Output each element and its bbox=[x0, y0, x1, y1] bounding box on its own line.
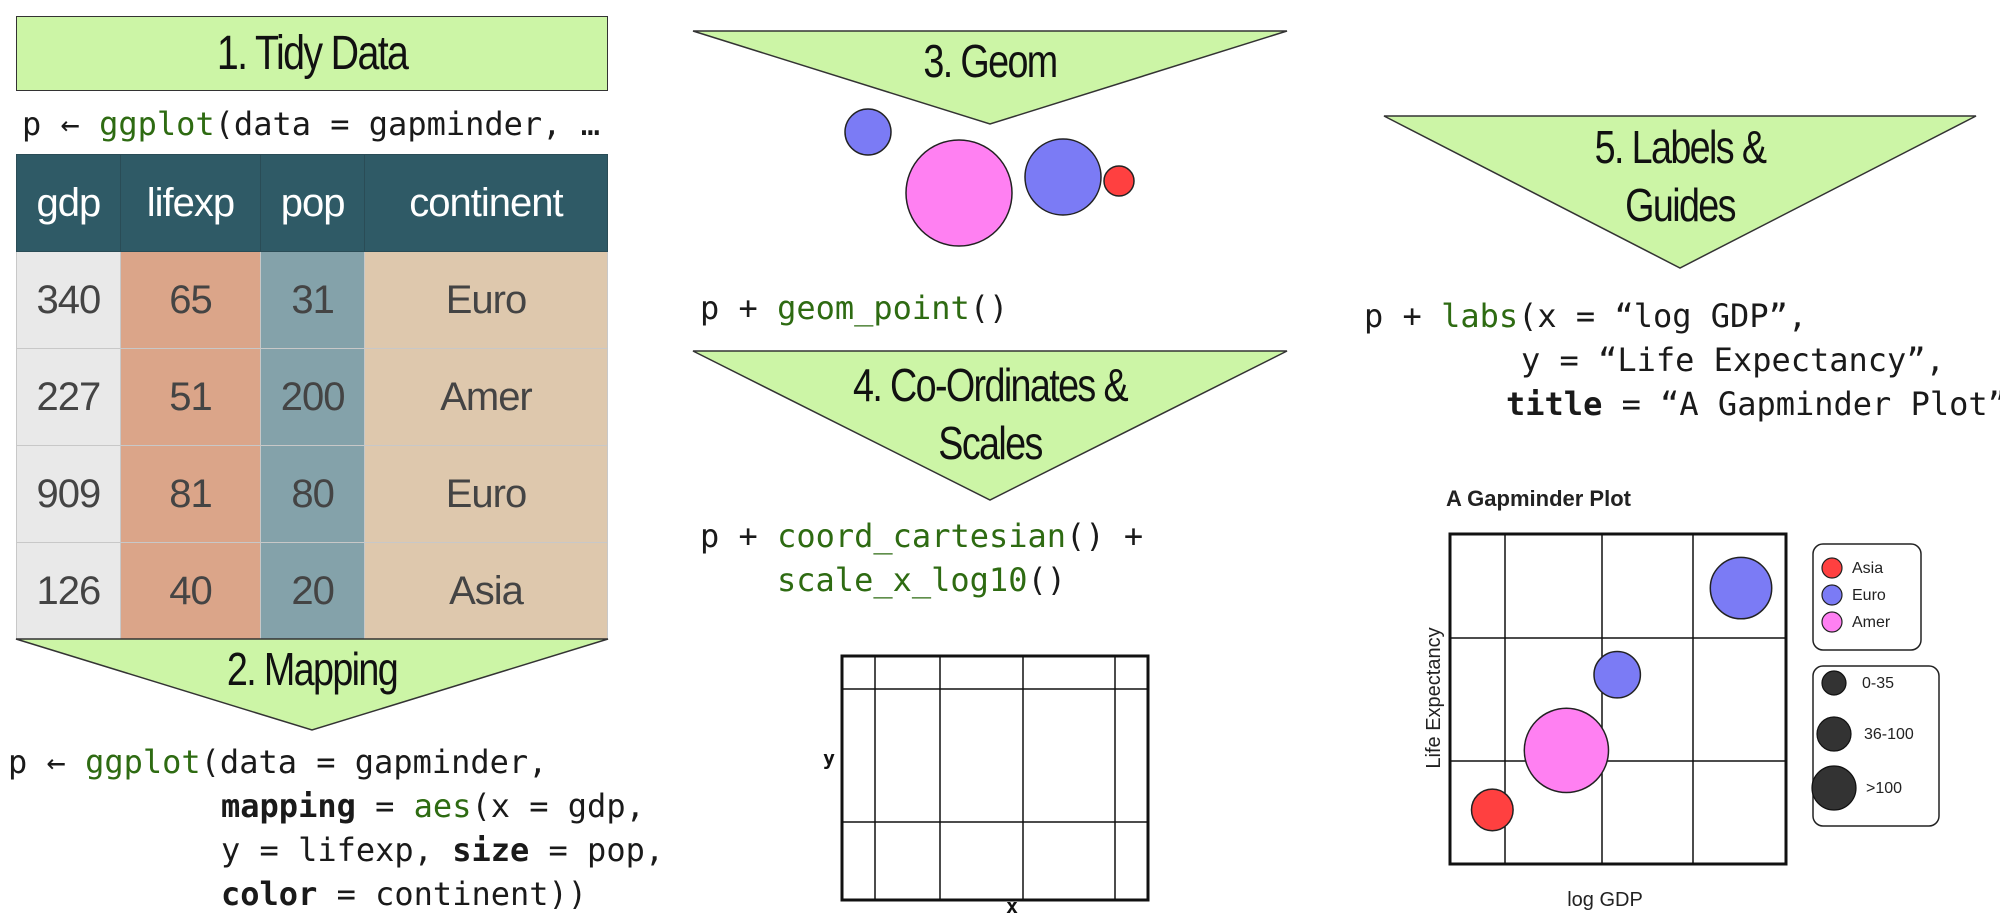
step-3-title: 3. Geom bbox=[923, 35, 1058, 87]
legend-swatch-asia bbox=[1821, 557, 1843, 579]
size-legend-swatch bbox=[1821, 670, 1847, 696]
mapping-code: p ← ggplot(data = gapminder, mapping = a… bbox=[8, 743, 665, 913]
coord-y-axis-label: y bbox=[823, 746, 836, 770]
column-header-lifexp: lifexp bbox=[119, 154, 262, 252]
size-legend-label: 0-35 bbox=[1862, 675, 1894, 692]
plot-point-euro bbox=[1593, 650, 1642, 699]
table-row: 909 81 80 Euro bbox=[16, 445, 609, 543]
table-cell: Asia bbox=[363, 542, 609, 640]
geom-overlap-point bbox=[1103, 165, 1135, 197]
step-4-triangle bbox=[692, 350, 1288, 501]
step-3-triangle bbox=[692, 30, 1288, 125]
column-header-gdp: gdp bbox=[16, 154, 121, 252]
size-legend-label: >100 bbox=[1866, 780, 1902, 797]
tidy-code: p ← ggplot(data = gapminder, … bbox=[22, 105, 600, 143]
plot-point-asia bbox=[1470, 788, 1514, 832]
table-cell: 80 bbox=[260, 445, 365, 543]
step-4-title-line2: Scales bbox=[938, 417, 1043, 469]
step-1-banner: 1. Tidy Data bbox=[16, 16, 608, 91]
legend-label-amer: Amer bbox=[1852, 614, 1891, 631]
table-cell: 126 bbox=[16, 542, 121, 640]
table-cell: 40 bbox=[119, 542, 262, 640]
labs-code: p + labs(x = “log GDP”, y = “Life Expect… bbox=[1364, 297, 2000, 423]
coords-code: p + coord_cartesian() + scale_x_log10() bbox=[700, 517, 1144, 599]
geom-points-illustration bbox=[844, 108, 1135, 247]
step-5-triangle bbox=[1383, 115, 1977, 269]
geom-large-point bbox=[905, 139, 1013, 247]
coord-x-axis-label: x bbox=[1006, 894, 1019, 918]
plot-title: A Gapminder Plot bbox=[1446, 486, 1631, 511]
step-1-title: 1. Tidy Data bbox=[216, 27, 409, 80]
step-5-title-line2: Guides bbox=[1625, 179, 1736, 231]
table-cell: 20 bbox=[260, 542, 365, 640]
step-4-title-box: 4. Co-Ordinates & Scales bbox=[826, 356, 1154, 472]
step-5-title-box: 5. Labels & Guides bbox=[1516, 118, 1844, 234]
table-row: 227 51 200 Amer bbox=[16, 348, 609, 446]
plot-point-amer bbox=[1523, 707, 1610, 794]
size-legend-swatch bbox=[1811, 765, 1857, 811]
y-axis-label: Life Expectancy bbox=[1423, 627, 1445, 768]
coordinate-grid bbox=[840, 654, 1150, 902]
table-cell: 51 bbox=[119, 348, 262, 446]
column-header-continent: continent bbox=[363, 154, 609, 252]
table-row: 126 40 20 Asia bbox=[16, 542, 609, 640]
table-cell: Euro bbox=[363, 251, 609, 349]
table-row: 340 65 31 Euro bbox=[16, 251, 609, 349]
table-cell: 200 bbox=[260, 348, 365, 446]
legend-label-euro: Euro bbox=[1852, 587, 1886, 604]
tidy-data-table: gdp lifexp pop continent 340 65 31 Euro … bbox=[16, 154, 609, 640]
x-axis-label: log GDP bbox=[1567, 889, 1643, 911]
size-legend-label: 36-100 bbox=[1864, 726, 1914, 743]
step-5-title-line1: 5. Labels & bbox=[1594, 121, 1767, 173]
column-header-pop: pop bbox=[260, 154, 365, 252]
table-cell: 340 bbox=[16, 251, 121, 349]
step-4-title-line1: 4. Co-Ordinates & bbox=[852, 359, 1129, 411]
table-cell: 81 bbox=[119, 445, 262, 543]
table-cell: 227 bbox=[16, 348, 121, 446]
table-header-row: gdp lifexp pop continent bbox=[16, 154, 609, 252]
step-2-triangle bbox=[15, 638, 609, 731]
geom-code: p + geom_point() bbox=[700, 289, 1009, 327]
step-2-title: 2. Mapping bbox=[226, 643, 399, 695]
legend-swatch-amer bbox=[1821, 611, 1843, 633]
gapminder-plot: Life Expectancy log GDP Asia Euro Amer 0-3… bbox=[1423, 532, 1940, 911]
table-cell: Amer bbox=[363, 348, 609, 446]
table-cell: 31 bbox=[260, 251, 365, 349]
plot-point-euro bbox=[1709, 556, 1773, 620]
legend-swatch-euro bbox=[1821, 584, 1843, 606]
table-cell: 909 bbox=[16, 445, 121, 543]
geom-small-point bbox=[844, 108, 892, 156]
table-cell: 65 bbox=[119, 251, 262, 349]
table-cell: Euro bbox=[363, 445, 609, 543]
size-legend-swatch bbox=[1816, 716, 1852, 752]
geom-medium-point bbox=[1024, 138, 1102, 216]
legend-label-asia: Asia bbox=[1852, 560, 1883, 577]
